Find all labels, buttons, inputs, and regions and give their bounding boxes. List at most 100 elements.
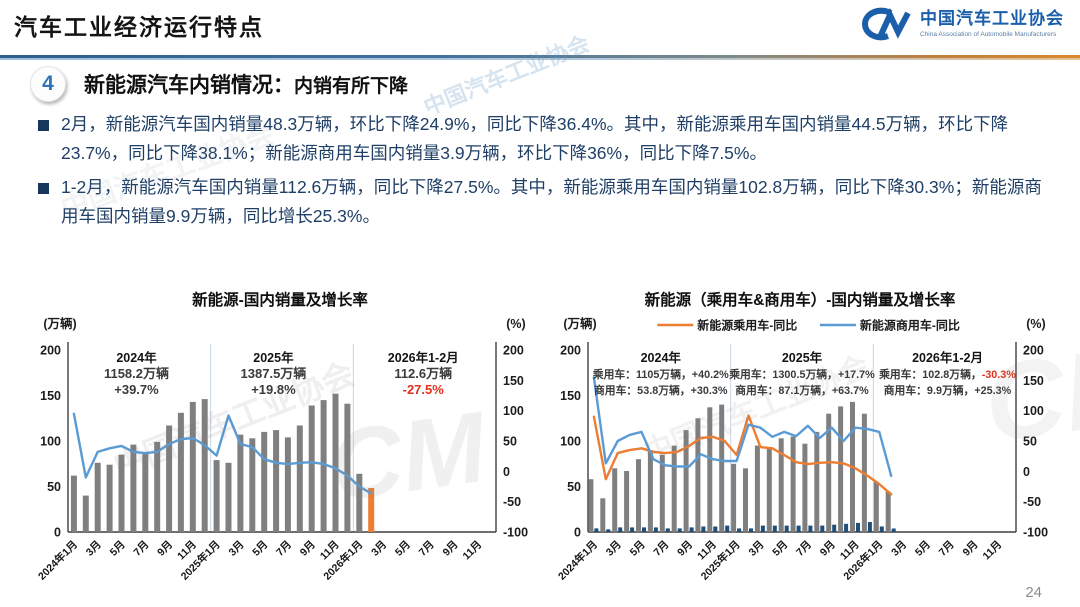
annotation-value: 商用车：87.1万辆，+63.7% [735, 383, 869, 397]
right-axis-unit-label: (%) [1026, 317, 1045, 331]
caam-logo-name-en: China Association of Automobile Manufact… [920, 30, 1057, 38]
bar [772, 525, 777, 532]
annotation-value: 商用车：9.9万辆，+25.3% [884, 383, 1012, 397]
bar [766, 447, 772, 532]
bar [588, 479, 594, 532]
bar [189, 401, 196, 532]
chart-nev-domestic-total: 新能源-国内销量及增长率 0 50 100 150 200 -100 -50 0 50 100 15… [22, 288, 538, 592]
bar [368, 488, 375, 532]
x-axis-label: 5月 [628, 539, 648, 559]
annotation-year: 2024年 [116, 350, 157, 365]
bar [707, 407, 713, 532]
x-axis-label: 3月 [226, 539, 246, 559]
bar [891, 528, 896, 532]
bar [647, 450, 653, 532]
legend-label: 新能源商用车-同比 [860, 318, 960, 333]
bar [760, 525, 765, 532]
page-title: 汽车工业经济运行特点 [14, 14, 264, 40]
section-heading: 4 新能源汽车内销情况：内销有所下降 [30, 66, 408, 102]
bar [332, 393, 339, 532]
x-axis-label: 9月 [960, 539, 980, 559]
left-axis-tick: 0 [574, 526, 581, 540]
bar [636, 459, 641, 532]
x-axis-label: 5月 [393, 539, 413, 559]
x-axis-label: 5月 [250, 539, 270, 559]
chart-canvas-nev-total: 0 50 100 150 200 -100 -50 0 50 100 150 200 (万辆) (%) 20… [35, 316, 528, 583]
bar [659, 454, 665, 532]
left-axis-tick: 0 [54, 526, 61, 540]
growth-line [72, 412, 373, 495]
bar [320, 400, 327, 532]
annotation-value: 乘用车：1300.5万辆，+17.7% [728, 367, 875, 381]
bar [106, 464, 113, 532]
bullet-square-icon [38, 183, 49, 194]
bar [754, 445, 760, 532]
annotation-value: 1158.2万辆 [104, 366, 169, 381]
x-axis-label: 2024年1月 [35, 538, 80, 583]
bar [808, 525, 813, 532]
bar [867, 522, 872, 532]
bullet-jan-feb-text: 1-2月，新能源汽车国内销量112.6万辆，同比下降27.5%。其中，新能源乘用… [61, 177, 1042, 226]
left-axis-tick: 200 [40, 344, 61, 358]
bar [826, 413, 832, 532]
x-axis-label: 9月 [440, 539, 460, 559]
bar [94, 462, 101, 532]
caam-logo-name-cn: 中国汽车工业协会 [920, 9, 1064, 29]
x-axis-label: 3月 [746, 539, 766, 559]
annotation-year: 2025年 [782, 350, 823, 365]
x-axis-label: 11月 [461, 539, 485, 563]
bar [784, 525, 789, 532]
bar [671, 445, 677, 532]
x-axis-label: 7月 [131, 539, 151, 559]
bar [618, 527, 623, 532]
bar [856, 522, 860, 532]
left-axis-tick: 50 [47, 480, 61, 494]
left-axis-tick: 50 [567, 480, 581, 494]
x-axis-label: 9月 [675, 539, 695, 559]
bar [356, 473, 363, 532]
right-axis-tick: 0 [1023, 465, 1030, 479]
x-axis-label: 7月 [651, 539, 671, 559]
x-axis-label: 9月 [155, 539, 175, 559]
annotation-value: 商用车：53.8万辆，+30.3% [594, 383, 728, 397]
bar [743, 468, 748, 532]
bar [237, 434, 244, 532]
bar [177, 412, 184, 532]
bar [653, 527, 658, 532]
annotation-value: 乘用车：102.8万辆，-30.3% [878, 367, 1016, 381]
bar [201, 399, 208, 532]
x-axis-label: 7月 [794, 539, 814, 559]
left-axis-tick: 100 [40, 435, 61, 449]
section-title-main: 新能源汽车内销情况： [84, 74, 294, 97]
bar [790, 436, 796, 532]
annotation-value: -27.5% [403, 382, 445, 397]
right-axis-tick: 150 [503, 374, 524, 388]
x-axis-label: 3月 [84, 539, 104, 559]
left-axis-tick: 150 [560, 389, 581, 403]
x-axis-label: 3月 [604, 539, 624, 559]
x-axis-label: 7月 [274, 539, 294, 559]
bar [612, 468, 618, 532]
right-axis-tick: -100 [503, 526, 528, 540]
annotation-year: 2026年1-2月 [912, 350, 983, 365]
right-axis-tick: 100 [1023, 404, 1044, 418]
x-axis-label: 7月 [937, 539, 957, 559]
legend-label: 新能源乘用车-同比 [697, 318, 797, 333]
growth-line [592, 376, 893, 478]
bar [820, 525, 825, 532]
left-axis-tick: 100 [560, 435, 581, 449]
bar [630, 527, 635, 532]
right-axis-tick: 50 [1023, 435, 1037, 449]
watermark-text: 中国汽车工业协会 [420, 30, 593, 120]
bar [213, 460, 220, 532]
right-axis-tick: -50 [503, 495, 521, 509]
bar [665, 528, 670, 532]
bar [838, 406, 844, 532]
bullet-february-text: 2月，新能源汽车国内销量48.3万辆，环比下降24.9%，同比下降36.4%。其… [61, 114, 1009, 163]
bar [713, 526, 718, 532]
right-axis-tick: 150 [1023, 374, 1044, 388]
caam-logo-mark-icon [861, 7, 911, 41]
bar [814, 431, 820, 532]
x-axis-label: 5月 [108, 539, 128, 559]
